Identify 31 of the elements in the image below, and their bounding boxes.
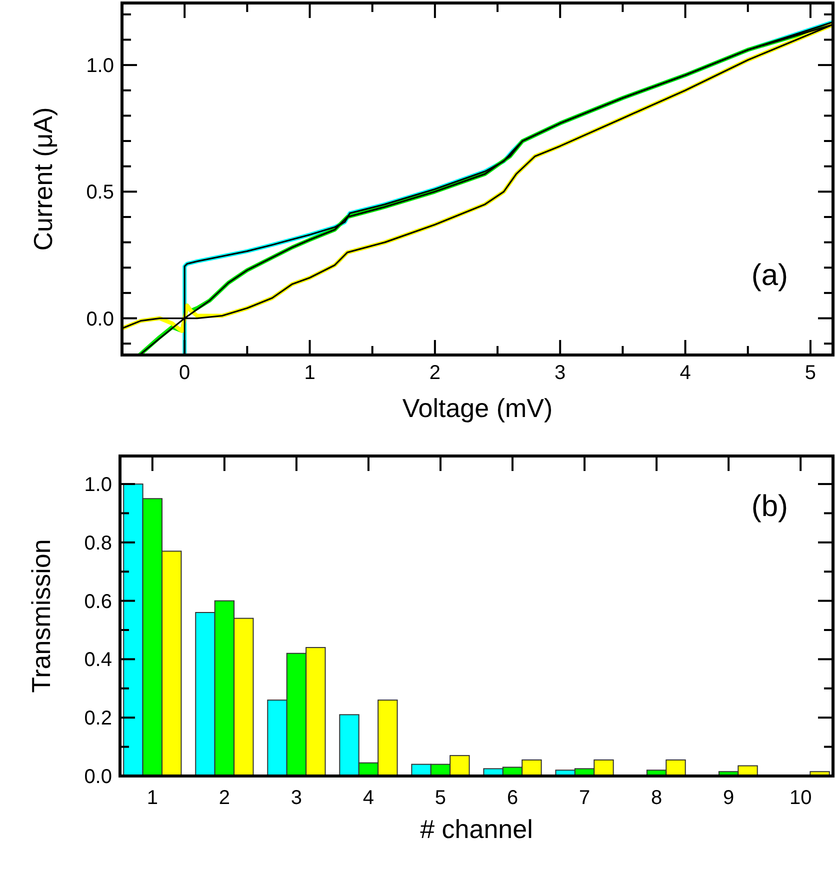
x-tick-label: 2 <box>429 362 441 384</box>
x-axis-title: Voltage (mV) <box>402 393 553 423</box>
x-tick-label: 0 <box>179 362 190 384</box>
x-tick-label: 4 <box>362 787 374 809</box>
y-axis-title: Transmission <box>26 539 56 693</box>
x-axis-title: # channel <box>420 814 533 844</box>
x-tick-label: 5 <box>434 787 446 809</box>
annotation: (b) <box>751 490 788 523</box>
x-tick-label: 1 <box>304 362 316 384</box>
x-tick-label: 9 <box>723 787 734 809</box>
x-tick-label: 3 <box>554 362 566 384</box>
x-tick-label: 1 <box>146 787 158 809</box>
y-tick-label: 1.0 <box>84 474 112 496</box>
x-tick-label: 7 <box>578 787 590 809</box>
y-axis-title: Current (μA) <box>28 107 58 251</box>
y-tick-label: 0.8 <box>84 532 112 554</box>
x-tick-label: 10 <box>789 787 812 809</box>
x-tick-label: 4 <box>680 362 691 384</box>
y-tick-label: 0.2 <box>84 708 112 730</box>
x-tick-label: 6 <box>506 787 518 809</box>
y-tick-label: 0.5 <box>86 182 114 204</box>
y-tick-label: 1.0 <box>86 55 114 78</box>
y-tick-label: 0.0 <box>84 766 112 788</box>
y-tick-label: 0.4 <box>84 649 112 672</box>
x-tick-label: 8 <box>650 787 662 809</box>
y-tick-label: 0.0 <box>86 308 114 330</box>
x-tick-label: 2 <box>218 787 230 809</box>
annotation: (a) <box>751 259 788 292</box>
x-tick-label: 3 <box>290 787 302 809</box>
x-tick-label: 5 <box>804 362 816 384</box>
y-tick-label: 0.6 <box>84 590 112 613</box>
